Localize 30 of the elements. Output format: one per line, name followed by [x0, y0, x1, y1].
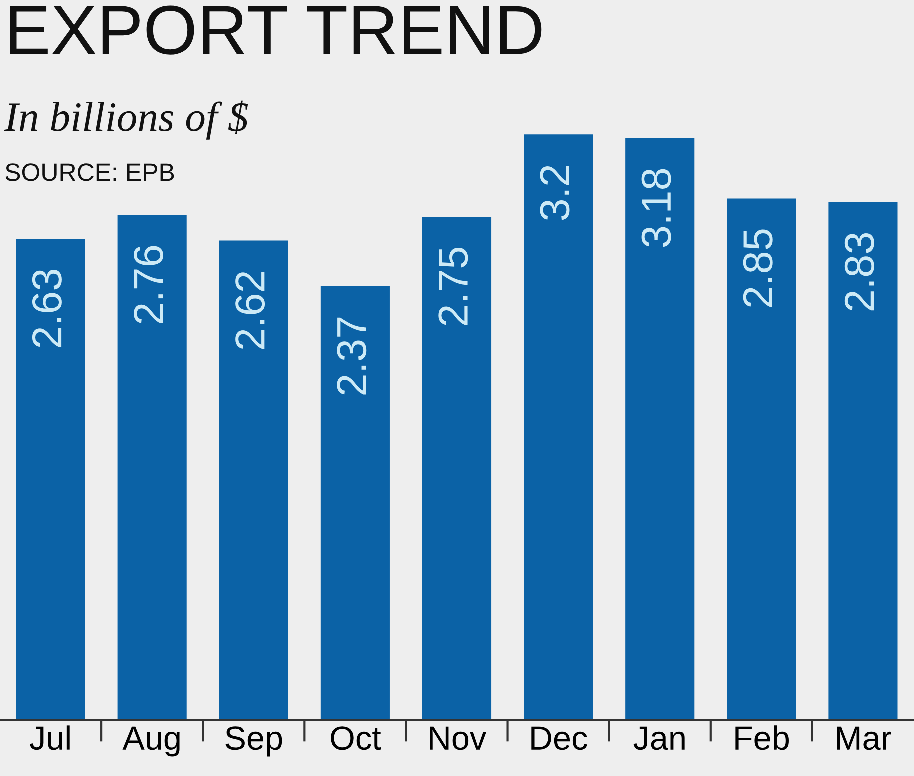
chart-subtitle: In billions of $	[4, 100, 248, 140]
data-label: 2.83	[844, 233, 874, 311]
x-tick-label: Jan	[634, 726, 685, 750]
x-tick-label: Nov	[430, 726, 487, 750]
data-label: 2.85	[743, 230, 773, 307]
bar	[727, 198, 796, 720]
data-label: 2.63	[32, 270, 62, 348]
x-tick-label: Aug	[122, 726, 180, 757]
x-tick-label: Feb	[736, 726, 789, 750]
x-tick-label: Dec	[532, 726, 588, 750]
x-tick-label: Oct	[331, 726, 382, 750]
data-label: 2.62	[236, 272, 266, 350]
bar	[16, 238, 86, 720]
chart-title: EXPORT TREND	[10, 6, 542, 55]
data-label: 3.2	[540, 166, 570, 220]
data-label: 2.76	[134, 246, 164, 324]
bar	[219, 240, 288, 720]
bar	[626, 138, 695, 720]
x-tick-label: Jul	[30, 726, 70, 750]
x-tick-label: Sep	[226, 726, 282, 757]
x-tick-label: Mar	[837, 726, 892, 750]
annotation: SOURCE: EPB	[6, 164, 174, 182]
bar	[118, 215, 187, 720]
data-label: 3.18	[642, 169, 672, 248]
bar	[524, 134, 594, 720]
data-label: 2.75	[438, 248, 468, 326]
bar	[422, 216, 492, 720]
bar	[828, 202, 898, 720]
data-label: 2.37	[337, 318, 367, 395]
bar	[320, 286, 390, 720]
